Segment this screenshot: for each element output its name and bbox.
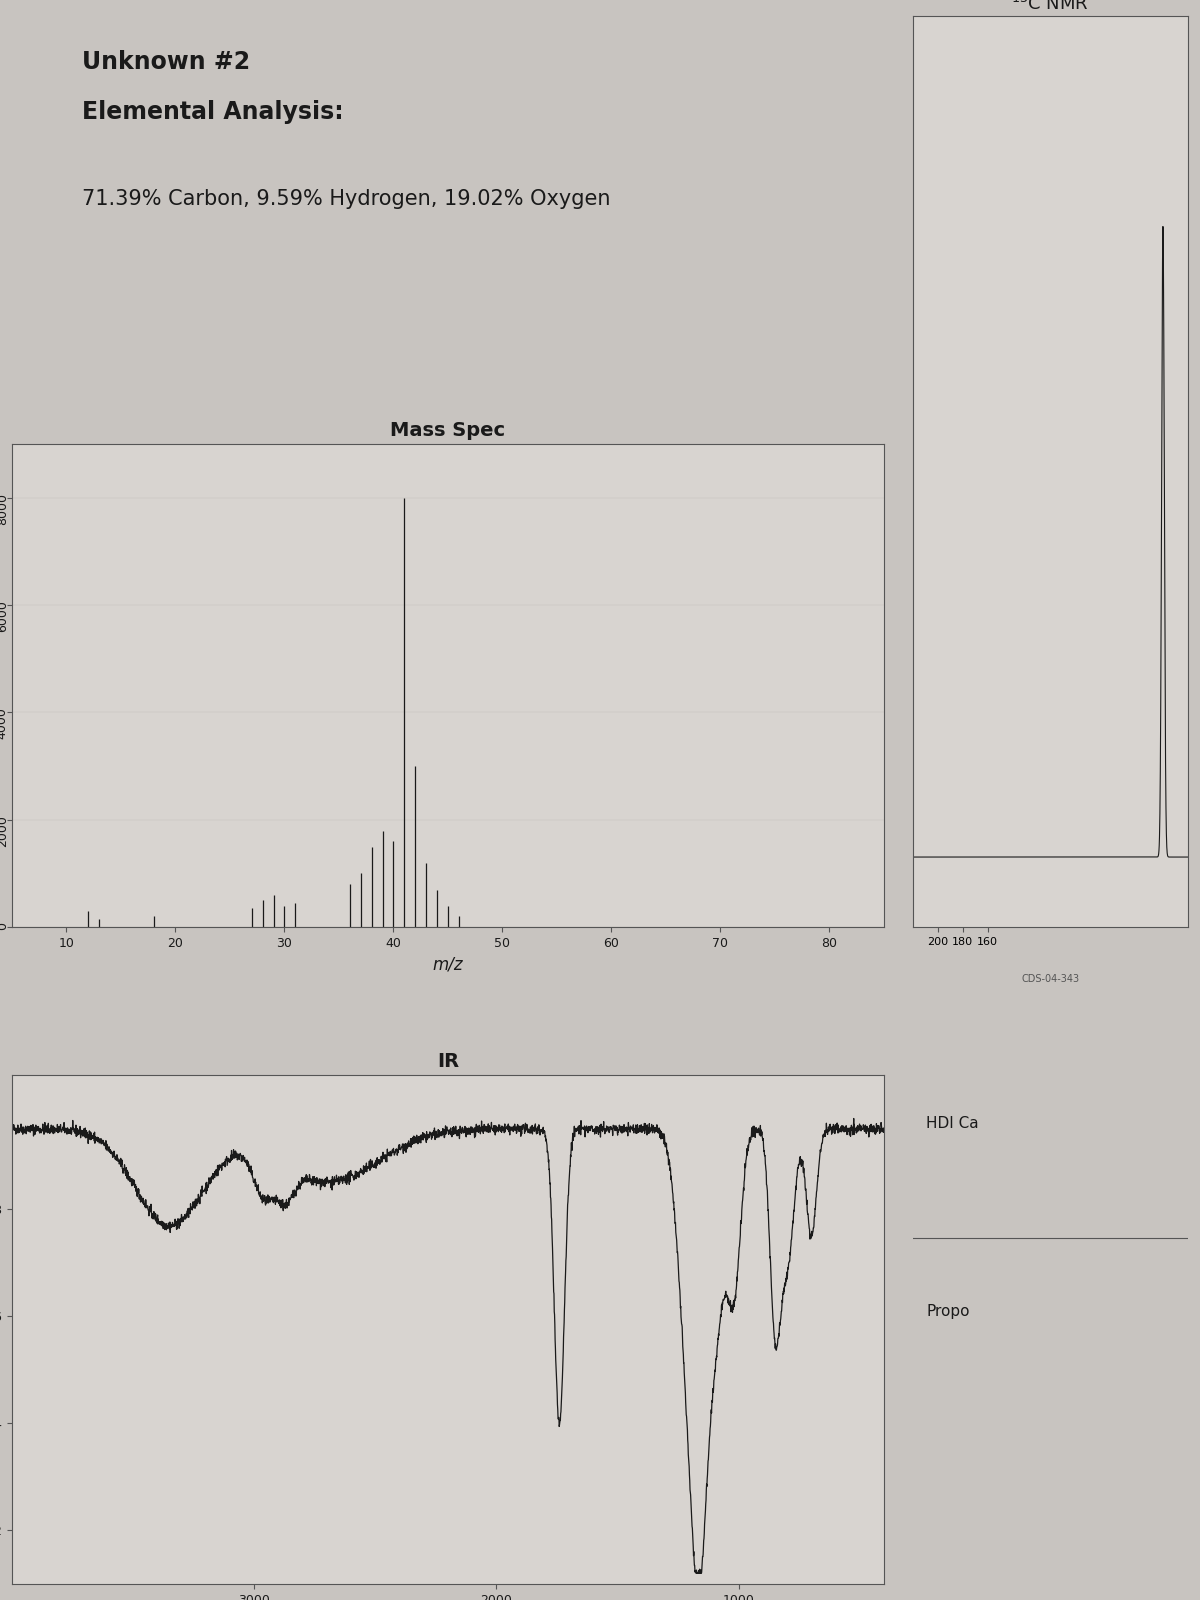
Text: 71.39% Carbon, 9.59% Hydrogen, 19.02% Oxygen: 71.39% Carbon, 9.59% Hydrogen, 19.02% Ox…	[82, 189, 611, 210]
Text: Unknown #2: Unknown #2	[82, 50, 250, 74]
Title: $^{13}$C NMR: $^{13}$C NMR	[1012, 0, 1090, 14]
Text: HDI Ca: HDI Ca	[926, 1117, 979, 1131]
Text: CDS-04-343: CDS-04-343	[1021, 974, 1079, 984]
X-axis label: m/z: m/z	[433, 955, 463, 973]
Title: IR: IR	[437, 1053, 460, 1070]
Title: Mass Spec: Mass Spec	[390, 421, 505, 440]
Text: Elemental Analysis:: Elemental Analysis:	[82, 99, 343, 123]
Text: Propo: Propo	[926, 1304, 970, 1320]
